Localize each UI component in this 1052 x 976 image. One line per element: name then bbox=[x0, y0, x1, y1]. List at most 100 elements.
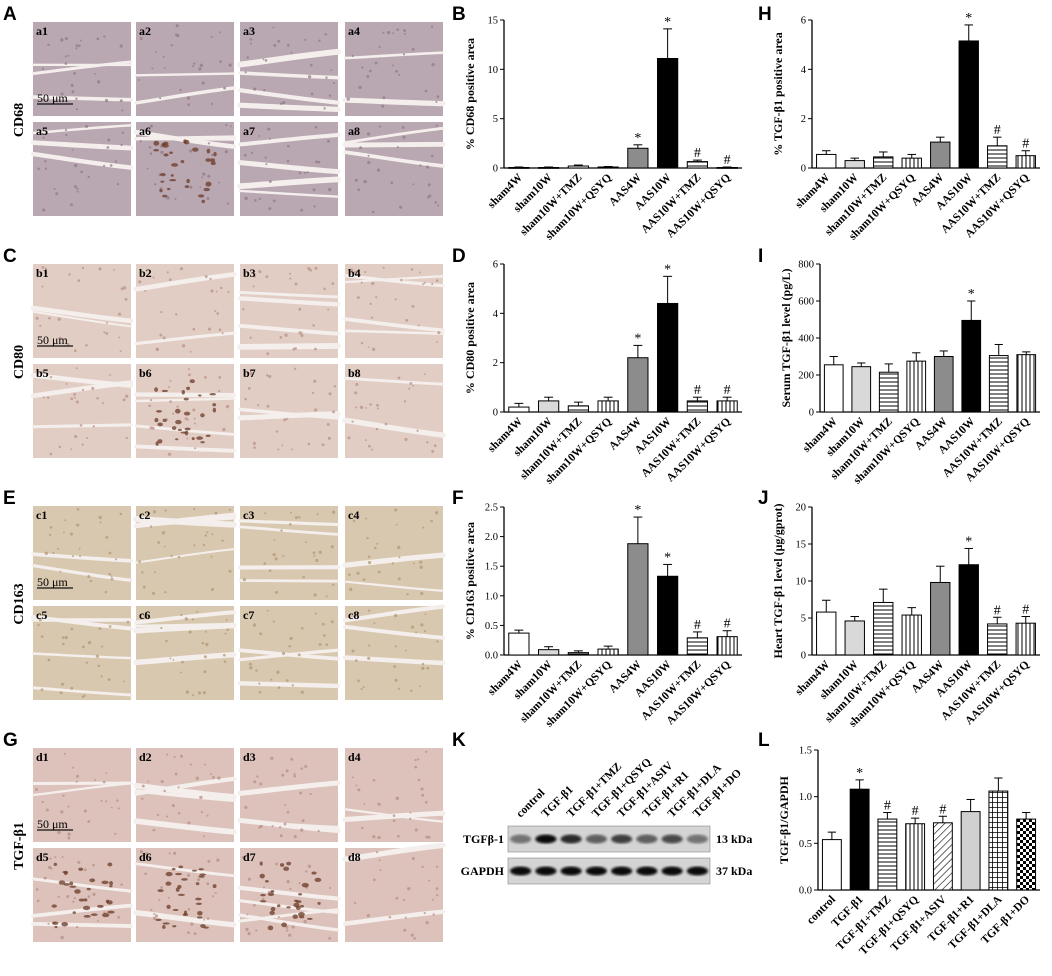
nucleus-dot bbox=[325, 595, 328, 598]
bar bbox=[844, 160, 865, 169]
nucleus-dot bbox=[424, 89, 428, 93]
nucleus-dot bbox=[285, 769, 289, 773]
nucleus-dot bbox=[246, 56, 250, 59]
nucleus-dot bbox=[43, 876, 47, 880]
stain-spot bbox=[269, 910, 275, 916]
nucleus-dot bbox=[265, 275, 269, 279]
nucleus-dot bbox=[160, 780, 164, 784]
bar bbox=[905, 823, 926, 891]
stain-spot bbox=[171, 163, 179, 167]
nucleus-dot bbox=[290, 448, 293, 451]
nucleus-dot bbox=[433, 444, 437, 448]
chart-L: 0.00.51.01.5TGF-β1/GAPDHcontrol*TGF-β1#T… bbox=[777, 746, 1040, 958]
nucleus-dot bbox=[69, 532, 74, 536]
significance-mark: # bbox=[694, 618, 701, 633]
nucleus-dot bbox=[391, 562, 394, 565]
nucleus-dot bbox=[101, 402, 104, 405]
nucleus-dot bbox=[411, 856, 415, 861]
tissue-gap bbox=[343, 329, 445, 335]
nucleus-dot bbox=[93, 72, 96, 75]
tissue-gap bbox=[238, 913, 340, 932]
nucleus-dot bbox=[403, 400, 407, 403]
nucleus-dot bbox=[75, 780, 78, 783]
nucleus-dot bbox=[304, 541, 307, 544]
tile-label: d7 bbox=[243, 850, 256, 864]
y-tick-label: 200 bbox=[798, 371, 814, 382]
nucleus-dot bbox=[427, 183, 431, 187]
nucleus-dot bbox=[187, 103, 190, 107]
nucleus-dot bbox=[64, 519, 66, 522]
nucleus-dot bbox=[104, 98, 109, 103]
nucleus-dot bbox=[63, 752, 66, 755]
y-tick-label: 0 bbox=[801, 164, 806, 175]
stain-spot bbox=[166, 904, 171, 909]
micrograph-tile-a8: a8 bbox=[342, 122, 446, 216]
micrograph-tile-c8: c8 bbox=[342, 604, 446, 700]
nucleus-dot bbox=[424, 613, 427, 616]
nucleus-dot bbox=[374, 61, 378, 65]
nucleus-dot bbox=[150, 908, 153, 911]
micrograph-tile-b4: b4 bbox=[343, 264, 445, 358]
nucleus-dot bbox=[266, 404, 270, 408]
nucleus-dot bbox=[275, 430, 279, 433]
nucleus-dot bbox=[121, 109, 124, 112]
y-tick-label: 0 bbox=[493, 408, 498, 419]
nucleus-dot bbox=[202, 835, 205, 838]
y-tick-label: 400 bbox=[798, 334, 814, 345]
nucleus-dot bbox=[376, 168, 381, 172]
micrograph-tile-a2: a2 bbox=[134, 22, 236, 116]
nucleus-dot bbox=[199, 795, 203, 800]
nucleus-dot bbox=[77, 279, 81, 283]
nucleus-dot bbox=[79, 39, 82, 42]
stain-spot bbox=[203, 187, 210, 192]
nucleus-dot bbox=[167, 452, 172, 456]
nucleus-dot bbox=[204, 534, 207, 537]
stain-spot bbox=[196, 436, 204, 440]
nucleus-dot bbox=[100, 799, 103, 802]
nucleus-dot bbox=[420, 787, 424, 791]
tissue-gap bbox=[31, 423, 133, 429]
nucleus-dot bbox=[242, 577, 247, 582]
nucleus-dot bbox=[75, 47, 78, 50]
nucleus-dot bbox=[207, 327, 212, 331]
nucleus-dot bbox=[58, 445, 62, 449]
tissue-gap bbox=[31, 124, 133, 135]
significance-mark: * bbox=[634, 331, 641, 346]
nucleus-dot bbox=[91, 386, 95, 391]
nucleus-dot bbox=[189, 149, 193, 153]
tissue-gap bbox=[342, 141, 446, 148]
nucleus-dot bbox=[426, 666, 430, 670]
nucleus-dot bbox=[108, 551, 112, 555]
stain-spot bbox=[163, 153, 169, 157]
nucleus-dot bbox=[292, 347, 296, 351]
nucleus-dot bbox=[216, 858, 220, 862]
nucleus-dot bbox=[72, 766, 75, 769]
nucleus-dot bbox=[186, 437, 189, 440]
significance-mark: # bbox=[724, 153, 731, 168]
nucleus-dot bbox=[312, 391, 315, 395]
nucleus-dot bbox=[417, 778, 421, 782]
tissue-gap bbox=[237, 780, 341, 796]
nucleus-dot bbox=[60, 92, 64, 96]
nucleus-dot bbox=[211, 153, 214, 157]
nucleus-dot bbox=[100, 675, 103, 678]
nucleus-dot bbox=[57, 547, 60, 550]
nucleus-dot bbox=[420, 591, 424, 596]
nucleus-dot bbox=[44, 167, 48, 170]
nucleus-dot bbox=[259, 824, 263, 828]
nucleus-dot bbox=[372, 778, 376, 782]
nucleus-dot bbox=[331, 282, 335, 286]
nucleus-dot bbox=[253, 780, 257, 784]
nucleus-dot bbox=[120, 287, 124, 291]
nucleus-dot bbox=[41, 67, 45, 70]
tissue-gap bbox=[31, 921, 133, 928]
tissue-gap bbox=[133, 516, 237, 528]
bar bbox=[508, 632, 530, 656]
nucleus-dot bbox=[396, 145, 399, 148]
nucleus-dot bbox=[359, 146, 363, 150]
nucleus-dot bbox=[147, 780, 150, 783]
nucleus-dot bbox=[300, 828, 304, 832]
nucleus-dot bbox=[431, 898, 434, 901]
stain-spot bbox=[205, 434, 211, 438]
nucleus-dot bbox=[87, 175, 90, 179]
